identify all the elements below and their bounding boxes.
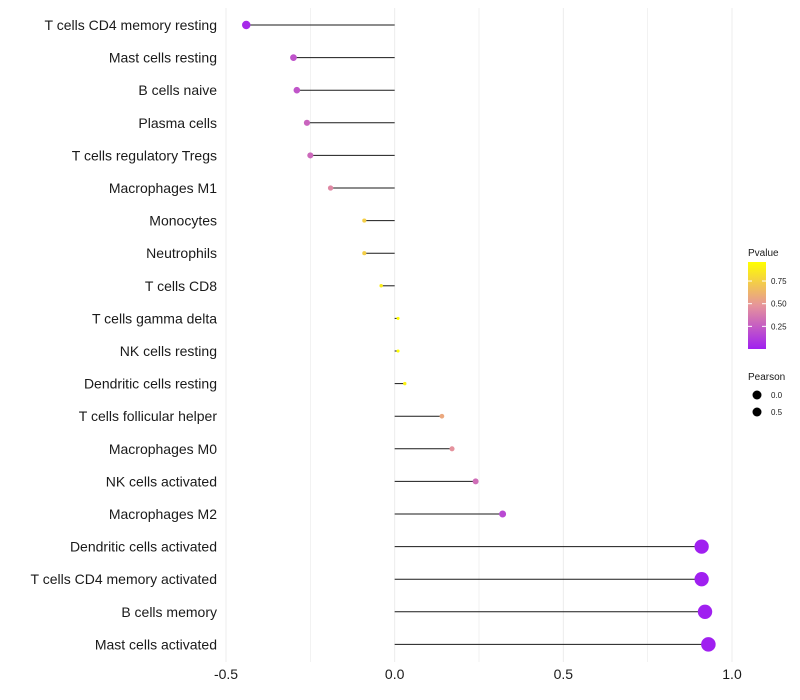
category-label: Neutrophils xyxy=(146,245,217,261)
x-tick-label: 1.0 xyxy=(722,666,742,682)
category-label: Monocytes xyxy=(149,213,217,229)
data-point xyxy=(439,413,445,419)
data-point xyxy=(293,86,301,94)
data-point xyxy=(694,572,709,587)
x-tick-label: 0.5 xyxy=(554,666,574,682)
category-label: Dendritic cells activated xyxy=(70,539,217,555)
data-point xyxy=(701,637,716,652)
category-label: T cells follicular helper xyxy=(79,408,218,424)
data-point xyxy=(396,316,400,320)
lollipop-stems xyxy=(246,24,709,645)
data-point xyxy=(697,604,713,620)
category-label: T cells gamma delta xyxy=(92,310,217,326)
data-point xyxy=(472,478,479,485)
data-point xyxy=(303,119,311,126)
pearson-key-label: 0.0 xyxy=(771,391,783,400)
data-point xyxy=(290,54,297,61)
pvalue-colorbar xyxy=(748,262,766,349)
x-axis-ticks: -0.5 0.0 0.5 1.0 xyxy=(214,666,742,682)
category-label: NK cells activated xyxy=(106,473,217,489)
pearson-key-label: 0.5 xyxy=(771,408,783,417)
pvalue-tick-label: 0.50 xyxy=(771,300,787,309)
data-point xyxy=(499,510,507,518)
lollipop-points xyxy=(242,20,716,652)
data-point xyxy=(327,185,334,191)
category-label: Macrophages M0 xyxy=(109,441,217,457)
data-point xyxy=(362,251,367,256)
category-label: Macrophages M1 xyxy=(109,180,217,196)
category-label: Mast cells activated xyxy=(95,636,217,652)
pearson-legend-keys: 0.0 0.5 xyxy=(752,390,783,417)
data-point xyxy=(694,539,709,554)
data-point xyxy=(403,381,407,386)
data-point xyxy=(396,349,400,353)
category-label: Macrophages M2 xyxy=(109,506,217,522)
category-label: B cells naive xyxy=(138,82,217,98)
legend: Pvalue 0.25 0.50 0.75 Pearson 0.0 0.5 xyxy=(748,248,787,417)
category-label: T cells regulatory Tregs xyxy=(72,147,217,163)
category-labels: T cells CD4 memory resting Mast cells res… xyxy=(31,17,218,652)
pvalue-tick-label: 0.25 xyxy=(771,322,787,331)
category-label: Mast cells resting xyxy=(109,50,217,66)
pearson-legend-title: Pearson xyxy=(748,372,785,383)
grid-lines xyxy=(225,8,733,662)
category-label: T cells CD4 memory resting xyxy=(45,17,217,33)
data-point xyxy=(379,284,383,288)
data-point xyxy=(362,218,367,223)
category-label: Plasma cells xyxy=(138,115,217,131)
x-tick-label: -0.5 xyxy=(214,666,238,682)
category-label: T cells CD4 memory activated xyxy=(31,571,217,587)
pearson-key-dot xyxy=(752,390,762,400)
pvalue-legend-title: Pvalue xyxy=(748,248,779,259)
category-label: B cells memory xyxy=(121,604,217,620)
pearson-key-dot xyxy=(752,407,762,417)
data-point xyxy=(307,152,314,159)
data-point xyxy=(449,446,455,452)
data-point xyxy=(242,20,251,30)
category-label: NK cells resting xyxy=(120,343,217,359)
category-label: T cells CD8 xyxy=(145,278,217,294)
x-tick-label: 0.0 xyxy=(385,666,405,682)
pvalue-legend-ticks: 0.25 0.50 0.75 xyxy=(748,277,787,331)
pvalue-tick-label: 0.75 xyxy=(771,277,787,286)
category-label: Dendritic cells resting xyxy=(84,376,217,392)
